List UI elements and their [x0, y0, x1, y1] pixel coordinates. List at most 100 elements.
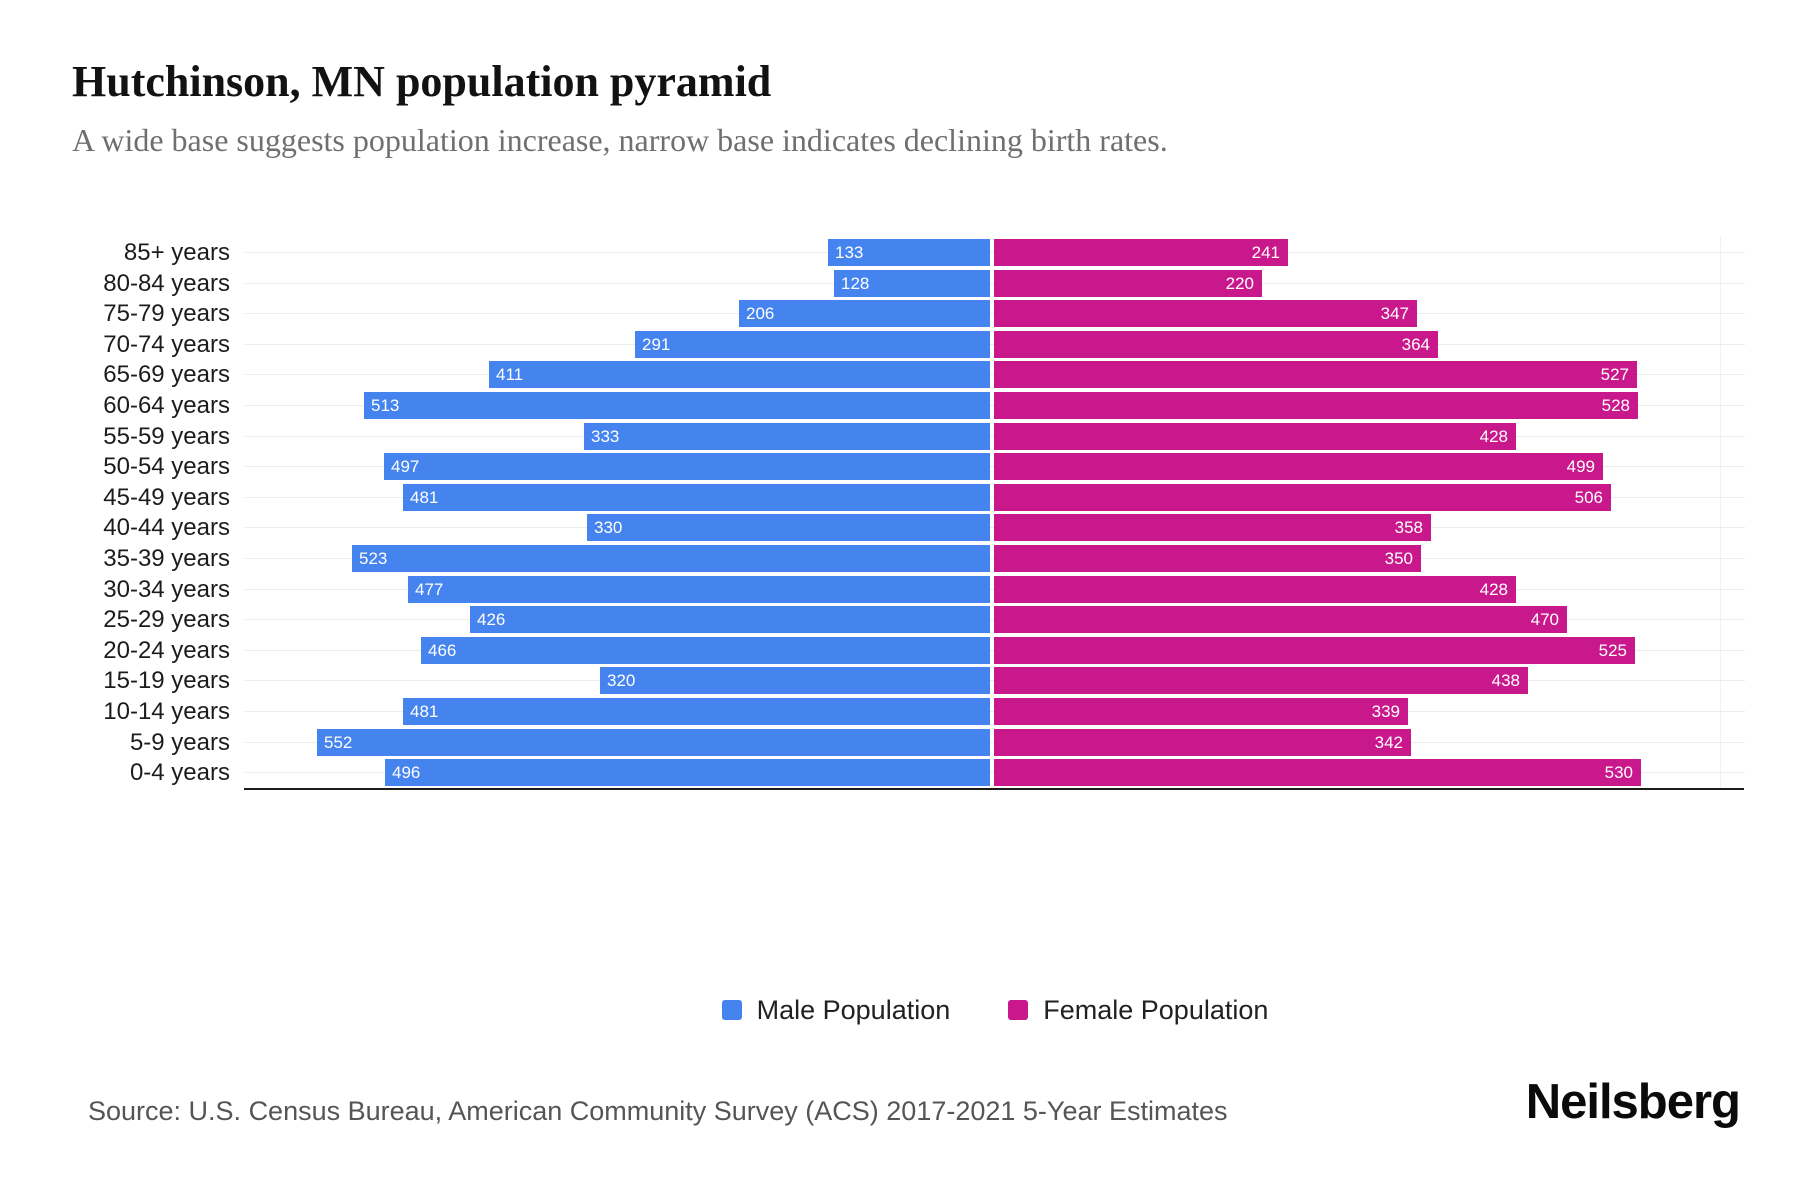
- female-bar: 499: [994, 453, 1603, 481]
- female-value-label: 428: [1479, 426, 1508, 446]
- male-bar: 291: [635, 330, 990, 358]
- male-value-label: 496: [392, 763, 421, 783]
- female-bar: 220: [994, 269, 1262, 297]
- male-value-label: 481: [410, 702, 439, 721]
- age-group-label: 55-59 years: [103, 422, 230, 450]
- female-bar: 470: [994, 606, 1567, 634]
- pyramid-row: 40-44 years 330 358: [0, 512, 1800, 543]
- female-value-label: 506: [1574, 487, 1603, 507]
- male-value-label: 477: [415, 579, 444, 599]
- male-value-label: 330: [594, 518, 623, 538]
- pyramid-row: 45-49 years 481 506: [0, 482, 1800, 513]
- pyramid-row: 80-84 years 128 220: [0, 268, 1800, 299]
- legend-item-female: Female Population: [1008, 995, 1268, 1026]
- male-bar: 133: [828, 239, 990, 266]
- female-bar: 525: [994, 636, 1635, 664]
- age-group-label: 20-24 years: [103, 636, 230, 664]
- pyramid-row: 10-14 years 481 339: [0, 696, 1800, 727]
- x-axis-line: [244, 788, 1744, 790]
- pyramid-row: 30-34 years 477 428: [0, 574, 1800, 605]
- male-value-label: 552: [324, 732, 353, 752]
- female-value-label: 470: [1530, 610, 1559, 630]
- age-group-label: 0-4 years: [129, 759, 230, 787]
- male-value-label: 523: [359, 549, 388, 568]
- pyramid-chart: 85+ years 133 241 80-84 years 128 220 75-79 ye…: [0, 237, 1800, 797]
- age-group-label: 10-14 years: [103, 698, 230, 725]
- male-legend-swatch-icon: [721, 1000, 742, 1020]
- source-attribution: Source: U.S. Census Bureau, American Com…: [88, 1096, 1228, 1126]
- male-value-label: 466: [428, 640, 457, 660]
- male-bar: 513: [364, 392, 990, 419]
- female-legend-label: Female Population: [1043, 994, 1269, 1025]
- male-bar: 426: [470, 606, 990, 634]
- female-value-label: 428: [1479, 579, 1508, 599]
- pyramid-row: 20-24 years 466 525: [0, 635, 1800, 666]
- male-value-label: 426: [477, 610, 506, 630]
- chart-legend: Male Population Female Population: [245, 988, 1745, 1032]
- age-group-label: 60-64 years: [103, 392, 230, 419]
- age-group-label: 40-44 years: [103, 514, 230, 542]
- male-bar: 206: [739, 300, 990, 328]
- female-bar: 530: [994, 759, 1641, 787]
- vertical-gridline: [1720, 237, 1721, 789]
- female-bar: 347: [994, 300, 1417, 328]
- male-legend-label: Male Population: [756, 994, 951, 1025]
- age-group-label: 25-29 years: [103, 606, 230, 634]
- pyramid-row: 5-9 years 552 342: [0, 727, 1800, 758]
- male-bar: 523: [352, 545, 990, 572]
- age-group-label: 15-19 years: [103, 667, 230, 695]
- pyramid-row: 55-59 years 333 428: [0, 421, 1800, 452]
- female-bar: 428: [994, 575, 1516, 603]
- male-value-label: 497: [391, 457, 420, 477]
- female-value-label: 342: [1374, 732, 1403, 752]
- age-group-label: 80-84 years: [103, 269, 230, 297]
- female-bar: 339: [994, 698, 1408, 725]
- male-value-label: 411: [496, 365, 524, 385]
- neilsberg-logo: Neilsberg: [1525, 1075, 1741, 1129]
- male-bar: 330: [587, 514, 990, 542]
- age-group-label: 50-54 years: [103, 453, 230, 481]
- female-bar: 358: [994, 514, 1431, 542]
- age-group-label: 30-34 years: [103, 575, 230, 603]
- male-value-label: 206: [746, 304, 775, 324]
- pyramid-row: 50-54 years 497 499: [0, 451, 1800, 482]
- age-group-label: 75-79 years: [103, 300, 230, 328]
- female-value-label: 527: [1600, 365, 1629, 385]
- male-bar: 497: [384, 453, 990, 481]
- male-bar: 466: [421, 636, 990, 664]
- female-bar: 241: [994, 239, 1288, 266]
- male-bar: 128: [834, 269, 990, 297]
- male-value-label: 133: [835, 243, 864, 262]
- female-bar: 428: [994, 422, 1516, 450]
- female-value-label: 525: [1598, 640, 1627, 660]
- male-value-label: 333: [591, 426, 620, 446]
- age-group-label: 65-69 years: [103, 361, 230, 389]
- pyramid-row: 75-79 years 206 347: [0, 298, 1800, 329]
- page-title: Hutchinson, MN population pyramid: [72, 57, 772, 106]
- female-value-label: 339: [1371, 702, 1400, 721]
- male-value-label: 291: [642, 334, 671, 354]
- pyramid-row: 60-64 years 513 528: [0, 390, 1800, 421]
- male-bar: 496: [385, 759, 990, 787]
- pyramid-row: 65-69 years 411 527: [0, 359, 1800, 390]
- female-value-label: 350: [1384, 549, 1413, 568]
- pyramid-row: 15-19 years 320 438: [0, 665, 1800, 696]
- male-value-label: 320: [607, 671, 636, 691]
- pyramid-row: 85+ years 133 241: [0, 237, 1800, 268]
- female-value-label: 358: [1394, 518, 1423, 538]
- female-value-label: 347: [1380, 304, 1409, 324]
- female-bar: 527: [994, 361, 1637, 389]
- page-subtitle: A wide base suggests population increase…: [72, 122, 1168, 158]
- male-bar: 333: [584, 422, 990, 450]
- male-bar: 320: [600, 667, 990, 695]
- age-group-label: 5-9 years: [129, 728, 230, 756]
- male-value-label: 481: [410, 487, 439, 507]
- female-value-label: 530: [1604, 763, 1633, 783]
- female-value-label: 220: [1225, 273, 1254, 293]
- female-bar: 528: [994, 392, 1638, 419]
- pyramid-row: 25-29 years 426 470: [0, 604, 1800, 635]
- female-value-label: 241: [1251, 243, 1280, 262]
- female-value-label: 528: [1601, 396, 1630, 415]
- male-bar: 552: [317, 728, 990, 756]
